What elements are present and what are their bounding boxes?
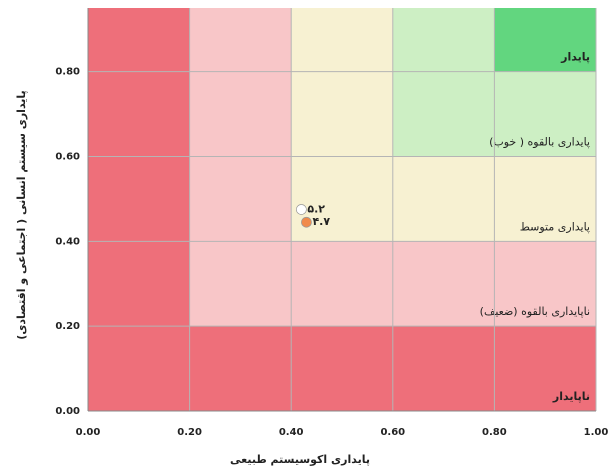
zone-cell [393, 326, 495, 411]
y-tick-label: 0.60 [55, 151, 80, 162]
zone-cell [88, 72, 190, 157]
point [301, 217, 311, 227]
zone-cell [291, 326, 393, 411]
zone-cell [88, 156, 190, 241]
zone-cell [393, 156, 495, 241]
zone-cell [88, 326, 190, 411]
zone-cell [291, 72, 393, 157]
x-tick-label: 0.80 [482, 427, 507, 438]
zone-label: ناپایدار [552, 390, 590, 403]
zone-cell [88, 8, 190, 72]
y-tick-label: 0.80 [55, 67, 80, 78]
x-tick-label: 0.20 [177, 427, 202, 438]
zone-label: پایداری بالقوه ( خوب) [489, 135, 590, 148]
zone-cell [393, 72, 495, 157]
point-label: ۵.۲ [307, 203, 325, 216]
zone-cell [190, 72, 292, 157]
point [296, 205, 306, 215]
x-axis-title: پایداری اکوسیستم طبیعی [230, 453, 370, 466]
x-tick-label: 1.00 [584, 427, 609, 438]
zone-cell [291, 156, 393, 241]
point-label: ۴.۷ [312, 215, 330, 228]
y-tick-label: 0.20 [55, 321, 80, 332]
x-tick-label: 0.40 [279, 427, 304, 438]
zone-label: پایداری متوسط [520, 220, 590, 233]
x-tick-label: 0.00 [76, 427, 101, 438]
zone-cell [190, 326, 292, 411]
zone-cell [88, 241, 190, 326]
zone-cell [190, 241, 292, 326]
zone-cell [190, 156, 292, 241]
zone-cell [291, 8, 393, 72]
zone-cell [190, 8, 292, 72]
zone-label: ناپایداری بالقوه (ضعیف) [480, 305, 590, 318]
y-axis-title: پایداری سیستم انسانی ( اجتماعی و اقتصادی… [15, 90, 28, 339]
x-tick-label: 0.60 [380, 427, 405, 438]
zone-label: پایدار [560, 51, 590, 64]
y-tick-label: 0.00 [55, 406, 80, 417]
y-tick-label: 0.40 [55, 236, 80, 247]
chart: پایداری اکوسیستم طبیعی پایداری سیستم انس… [0, 0, 611, 470]
zone-cell [393, 8, 495, 72]
zone-cell [291, 241, 393, 326]
